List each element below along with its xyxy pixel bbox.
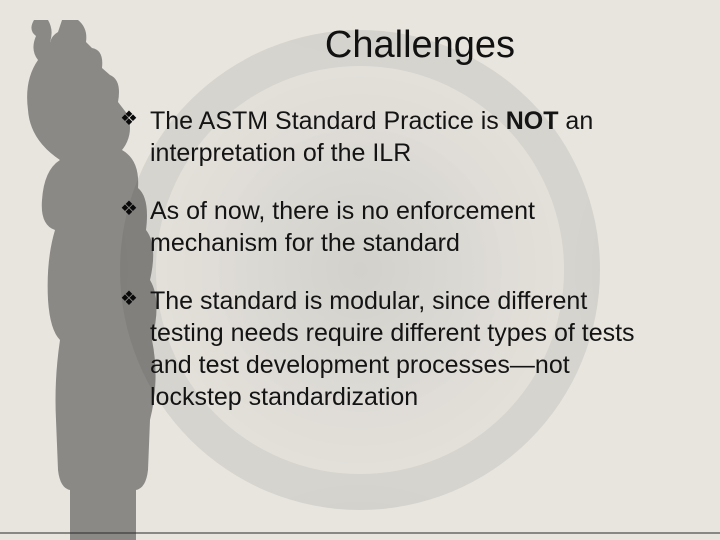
slide-title: Challenges — [160, 24, 680, 67]
bullet-text-pre: The standard is modular, since different… — [150, 287, 635, 411]
bullet-text-pre: The ASTM Standard Practice is — [150, 107, 506, 135]
bullet-text-bold: NOT — [506, 107, 559, 135]
bullet-item: The standard is modular, since different… — [120, 285, 660, 413]
bullet-item: The ASTM Standard Practice is NOT an int… — [120, 105, 660, 169]
bullet-item: As of now, there is no enforcement mecha… — [120, 195, 660, 259]
slide: Challenges The ASTM Standard Practice is… — [0, 0, 720, 540]
bullet-list: The ASTM Standard Practice is NOT an int… — [120, 105, 680, 413]
bullet-text-pre: As of now, there is no enforcement mecha… — [150, 197, 535, 257]
